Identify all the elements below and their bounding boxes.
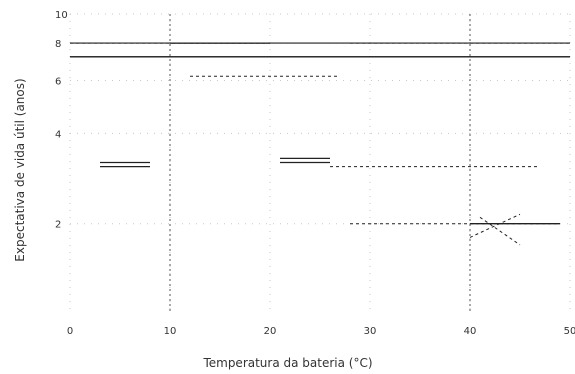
series-line-13 <box>469 213 521 238</box>
series-group <box>70 42 570 246</box>
reference-lines <box>70 14 570 314</box>
x-axis: 0 10 20 30 40 50 <box>67 326 575 337</box>
y-tick-label: 2 <box>55 220 61 231</box>
x-axis-title: Temperatura da bateria (°C) <box>202 356 372 370</box>
x-tick-label: 30 <box>364 326 377 337</box>
y-tick-label: 8 <box>55 39 61 50</box>
x-tick-label: 20 <box>264 326 277 337</box>
x-tick-label: 50 <box>564 326 575 337</box>
series-line-14 <box>479 216 521 246</box>
y-tick-label: 10 <box>55 10 68 21</box>
x-tick-label: 40 <box>464 326 477 337</box>
y-axis: 2 4 6 8 10 <box>55 10 68 231</box>
x-tick-label: 10 <box>164 326 177 337</box>
grid <box>69 13 571 314</box>
y-axis-title: Expectativa de vida útil (anos) <box>13 78 27 261</box>
y-tick-label: 6 <box>55 77 61 88</box>
y-tick-label: 4 <box>55 129 61 140</box>
x-tick-label: 0 <box>67 326 73 337</box>
